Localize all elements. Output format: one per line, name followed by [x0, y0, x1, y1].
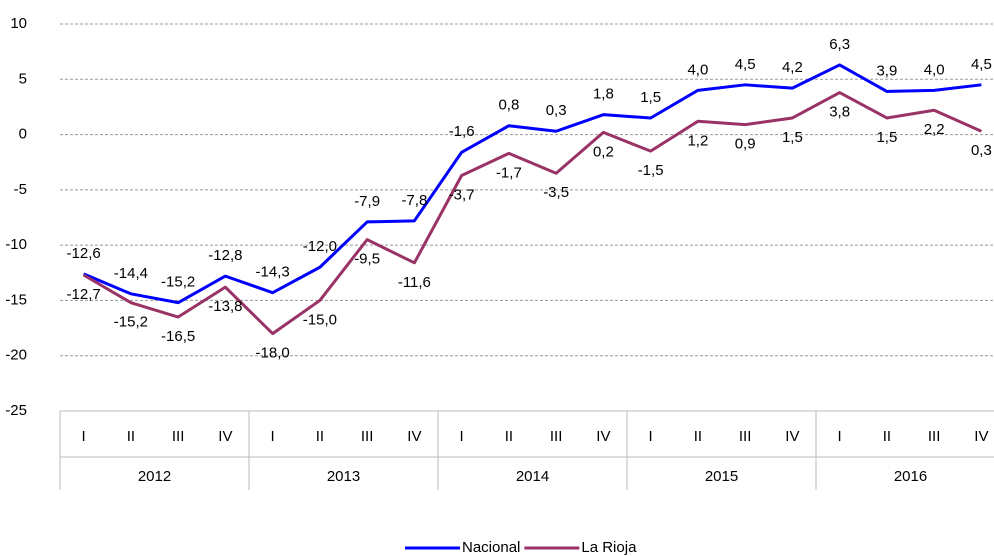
x-tick-label: III: [361, 428, 374, 445]
data-label: 4,5: [735, 56, 756, 73]
data-label: 0,8: [498, 97, 519, 114]
data-label: 1,8: [593, 86, 614, 103]
data-label: -9,5: [354, 251, 380, 268]
y-tick-label: -15: [5, 291, 27, 308]
x-tick-label: I: [82, 428, 86, 445]
series-line: [82, 91, 982, 336]
data-label: -13,8: [208, 298, 242, 315]
data-label: -7,9: [354, 193, 380, 210]
data-label: 3,9: [876, 62, 897, 79]
data-label: -12,7: [67, 286, 101, 303]
data-label: 0,3: [971, 142, 992, 159]
data-label: 1,2: [687, 132, 708, 149]
data-label: 1,5: [876, 129, 897, 146]
x-tick-label: IV: [785, 428, 799, 445]
data-label: -12,0: [303, 238, 337, 255]
data-label: -15,2: [114, 314, 148, 331]
legend-label: Nacional: [462, 539, 520, 556]
x-group-label: 2016: [894, 468, 927, 485]
x-tick-label: II: [316, 428, 324, 445]
x-tick-label: I: [649, 428, 653, 445]
data-label: 0,3: [546, 102, 567, 119]
x-tick-label: III: [928, 428, 941, 445]
data-label: -1,6: [449, 123, 475, 140]
legend-label: La Rioja: [581, 539, 637, 556]
data-label: -14,3: [256, 264, 290, 281]
x-tick-label: II: [694, 428, 702, 445]
x-tick-label: I: [460, 428, 464, 445]
data-label: 3,8: [829, 104, 850, 121]
data-label: 1,5: [782, 129, 803, 146]
data-label: -11,6: [398, 274, 431, 291]
y-tick-label: -25: [5, 402, 27, 419]
data-label: 6,3: [829, 36, 850, 53]
data-label: -7,8: [401, 192, 427, 209]
x-tick-label: II: [127, 428, 135, 445]
data-label: -3,7: [449, 186, 475, 203]
x-tick-label: IV: [218, 428, 232, 445]
data-label: -12,6: [67, 245, 101, 262]
x-tick-label: IV: [974, 428, 988, 445]
data-label: -18,0: [256, 345, 290, 362]
y-tick-label: -5: [14, 181, 27, 198]
x-tick-label: III: [739, 428, 752, 445]
data-label: 0,9: [735, 136, 756, 153]
data-label: 1,5: [640, 89, 661, 106]
x-group-label: 2012: [138, 468, 171, 485]
y-tick-label: 0: [19, 126, 27, 143]
data-label: 4,2: [782, 59, 803, 76]
data-label: -1,5: [638, 162, 664, 179]
x-tick-label: I: [838, 428, 842, 445]
x-tick-label: II: [505, 428, 513, 445]
x-tick-label: IV: [596, 428, 610, 445]
x-group-label: 2013: [327, 468, 360, 485]
y-tick-label: -10: [5, 236, 27, 253]
x-tick-label: IV: [407, 428, 421, 445]
x-tick-label: II: [883, 428, 891, 445]
data-label: 0,2: [593, 143, 614, 160]
data-label: 4,5: [971, 56, 992, 73]
data-label: -15,0: [303, 311, 337, 328]
data-label: -3,5: [543, 184, 569, 201]
data-label: 4,0: [687, 61, 708, 78]
y-tick-label: 10: [10, 15, 27, 32]
data-label: -12,8: [208, 247, 242, 264]
y-tick-label: -20: [5, 347, 27, 364]
x-tick-label: I: [271, 428, 275, 445]
x-group-label: 2014: [516, 468, 549, 485]
data-label: -16,5: [161, 328, 195, 345]
y-tick-label: 5: [19, 70, 27, 87]
x-tick-label: III: [172, 428, 185, 445]
series-line: [83, 63, 982, 305]
data-label: 2,2: [924, 121, 945, 138]
data-label: -15,2: [161, 274, 195, 291]
data-label: 4,0: [924, 61, 945, 78]
data-label: -1,7: [496, 164, 522, 181]
data-label: -14,4: [114, 265, 148, 282]
x-tick-label: III: [550, 428, 563, 445]
x-group-label: 2015: [705, 468, 738, 485]
